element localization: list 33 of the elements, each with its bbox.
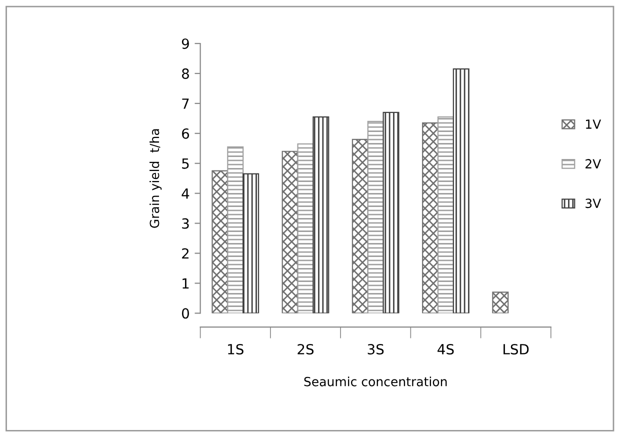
- x-tick-label: LSD: [504, 344, 529, 355]
- y-tick-label: 8: [182, 68, 189, 79]
- bar: [352, 138, 368, 314]
- x-tick-label: 4S: [438, 344, 454, 355]
- legend-label: 2V: [586, 159, 602, 168]
- y-tick-label: 2: [182, 248, 189, 259]
- legend-label: 1V: [586, 120, 602, 129]
- x-axis-title: Seaumic concentration: [304, 376, 447, 386]
- y-tick-label: 1: [182, 278, 189, 289]
- x-tick-label: 2S: [298, 344, 314, 355]
- y-tick-label: 3: [182, 218, 189, 229]
- bar: [492, 292, 509, 314]
- y-tick-label: 7: [182, 98, 189, 109]
- y-tick-label: 4: [182, 188, 190, 199]
- legend-label: 3V: [586, 198, 602, 208]
- bar: [312, 116, 330, 314]
- bar: [382, 112, 400, 314]
- bar: [242, 173, 260, 314]
- bar: [297, 143, 314, 314]
- y-tick-label: 5: [182, 158, 189, 169]
- bar: [227, 146, 244, 314]
- bar: [367, 120, 384, 314]
- x-tick-label: 3S: [368, 344, 384, 355]
- bar: [212, 170, 228, 314]
- bar: [452, 68, 470, 314]
- bar: [422, 122, 439, 314]
- y-tick-label: 9: [182, 38, 189, 49]
- y-tick-label: 0: [182, 308, 189, 319]
- y-tick-label: 6: [182, 128, 190, 139]
- bar: [282, 150, 298, 314]
- y-axis-title: Grain yield t/ha: [150, 129, 162, 228]
- x-tick-label: 1S: [228, 344, 244, 355]
- bar: [437, 116, 454, 314]
